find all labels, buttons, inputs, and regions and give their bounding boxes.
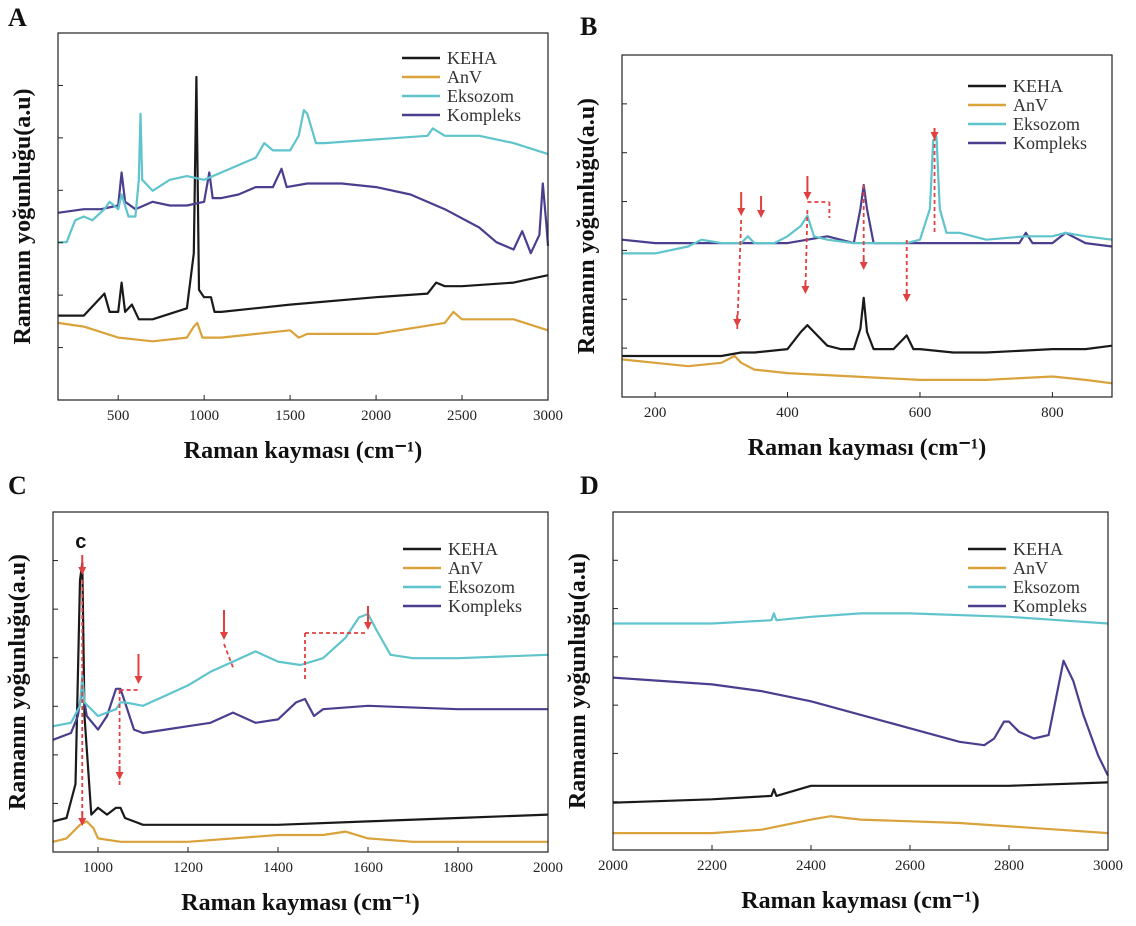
series-line-eksozom bbox=[52, 612, 549, 728]
y-axis-title: Ramanın yoğunluğu(a.u) bbox=[10, 88, 36, 344]
legend-label: Eksozom bbox=[448, 577, 515, 597]
series-line-eksozom bbox=[622, 136, 1113, 255]
x-tick-label: 1000 bbox=[189, 408, 219, 424]
x-tick-label: 1600 bbox=[353, 860, 383, 876]
x-tick-label: 1800 bbox=[443, 860, 473, 876]
x-tick-label: 2000 bbox=[598, 858, 628, 874]
x-axis-title: Raman kayması (cm⁻¹) bbox=[181, 890, 420, 916]
annotation-guide bbox=[223, 643, 235, 671]
x-tick-label: 3000 bbox=[533, 408, 563, 424]
plot-frame bbox=[621, 54, 1113, 398]
x-tick-label: 200 bbox=[644, 405, 667, 421]
x-tick-label: 2000 bbox=[533, 860, 563, 876]
legend-label: KEHA bbox=[447, 48, 497, 68]
plot-frame bbox=[52, 511, 549, 853]
annotation-arrowhead bbox=[733, 319, 742, 327]
series-line-keha bbox=[622, 296, 1113, 358]
annotation-arrowhead bbox=[364, 622, 372, 630]
series-line-keha bbox=[58, 75, 549, 321]
panel-letter: D bbox=[580, 471, 599, 500]
x-tick-label: 1200 bbox=[173, 860, 203, 876]
x-axis-title: Raman kayması (cm⁻¹) bbox=[184, 438, 423, 464]
annotation-arrowhead bbox=[78, 567, 87, 575]
x-axis-title: Raman kayması (cm⁻¹) bbox=[748, 435, 987, 461]
panel-letter: A bbox=[8, 3, 27, 32]
legend-label: Kompleks bbox=[1013, 596, 1087, 616]
y-axis-title: Ramanın yoğunluğu(a.u) bbox=[5, 554, 31, 810]
series-line-kompleks bbox=[52, 687, 548, 741]
annotation-arrowhead bbox=[930, 132, 939, 140]
x-tick-label: 800 bbox=[1041, 405, 1064, 421]
series-line-anv bbox=[621, 354, 1113, 385]
annotation-arrowhead bbox=[757, 210, 766, 218]
series-line-keha bbox=[612, 781, 1109, 804]
x-tick-label: 600 bbox=[909, 405, 932, 421]
panel-letter: C bbox=[8, 471, 27, 500]
legend-label: AnV bbox=[447, 67, 482, 87]
series-line-anv bbox=[57, 310, 549, 343]
x-axis-title: Raman kayması (cm⁻¹) bbox=[741, 888, 980, 914]
annotation-arrowhead bbox=[803, 192, 812, 200]
legend-label: Eksozom bbox=[1013, 114, 1080, 134]
series-line-kompleks bbox=[612, 659, 1109, 777]
legend-label: AnV bbox=[448, 558, 483, 578]
legend-label: Eksozom bbox=[1013, 577, 1080, 597]
annotation-arrowhead bbox=[115, 772, 124, 780]
legend-label: Kompleks bbox=[447, 105, 521, 125]
annotation-arrowhead bbox=[859, 262, 868, 270]
legend-label: Kompleks bbox=[1013, 133, 1087, 153]
y-axis-title: Ramanın yoğunluğu(a.u) bbox=[565, 553, 591, 809]
x-tick-label: 1500 bbox=[275, 408, 305, 424]
series-line-kompleks bbox=[57, 167, 550, 255]
annotation-guide bbox=[804, 209, 809, 293]
panel-letter: B bbox=[580, 12, 597, 41]
annotation-arrowhead bbox=[134, 676, 143, 684]
annotation-arrowhead bbox=[78, 818, 87, 826]
plot-frame bbox=[57, 32, 549, 401]
x-tick-label: 1000 bbox=[83, 860, 113, 876]
x-tick-label: 3000 bbox=[1093, 858, 1123, 874]
legend-label: Eksozom bbox=[447, 86, 514, 106]
x-tick-label: 500 bbox=[107, 408, 130, 424]
series-line-keha bbox=[52, 561, 549, 826]
x-tick-label: 1400 bbox=[263, 860, 293, 876]
x-tick-label: 400 bbox=[776, 405, 799, 421]
legend-label: Kompleks bbox=[448, 596, 522, 616]
x-tick-label: 2500 bbox=[447, 408, 477, 424]
annotation-arrowhead bbox=[801, 286, 810, 294]
legend-label: KEHA bbox=[1013, 539, 1063, 559]
plot-frame bbox=[612, 511, 1109, 851]
series-line-eksozom bbox=[613, 612, 1109, 625]
panel-b: B 200 400 600 800 Raman kayması (cm⁻¹) Ramanın… bbox=[574, 12, 1113, 461]
panel-a: A 500 1000 1500 2000 2500 3000 Raman kayması (c… bbox=[8, 3, 563, 464]
panel-c: C 1000 1200 1400 1600 1800 2000 Raman kayması (… bbox=[5, 471, 563, 916]
annotation-arrowhead bbox=[220, 632, 228, 640]
peak-annotation: c bbox=[75, 531, 86, 553]
x-tick-label: 2000 bbox=[361, 408, 391, 424]
x-tick-label: 2400 bbox=[796, 858, 826, 874]
legend-label: AnV bbox=[1013, 558, 1048, 578]
annotation-guide bbox=[736, 219, 743, 331]
annotation-arrowhead bbox=[737, 208, 746, 216]
legend-label: AnV bbox=[1013, 95, 1048, 115]
legend-label: KEHA bbox=[1013, 76, 1063, 96]
y-axis-title: Ramanın yoğunluğu(a.u) bbox=[574, 98, 600, 354]
annotation-arrowhead bbox=[902, 294, 911, 302]
x-tick-label: 2800 bbox=[994, 858, 1024, 874]
legend-label: KEHA bbox=[448, 539, 498, 559]
x-tick-label: 2200 bbox=[697, 858, 727, 874]
panel-d: D 2000 2200 2400 2600 2800 3000 Raman kayması (… bbox=[565, 471, 1123, 914]
series-line-eksozom bbox=[58, 108, 549, 244]
x-tick-label: 2600 bbox=[895, 858, 925, 874]
series-line-anv bbox=[613, 815, 1109, 835]
